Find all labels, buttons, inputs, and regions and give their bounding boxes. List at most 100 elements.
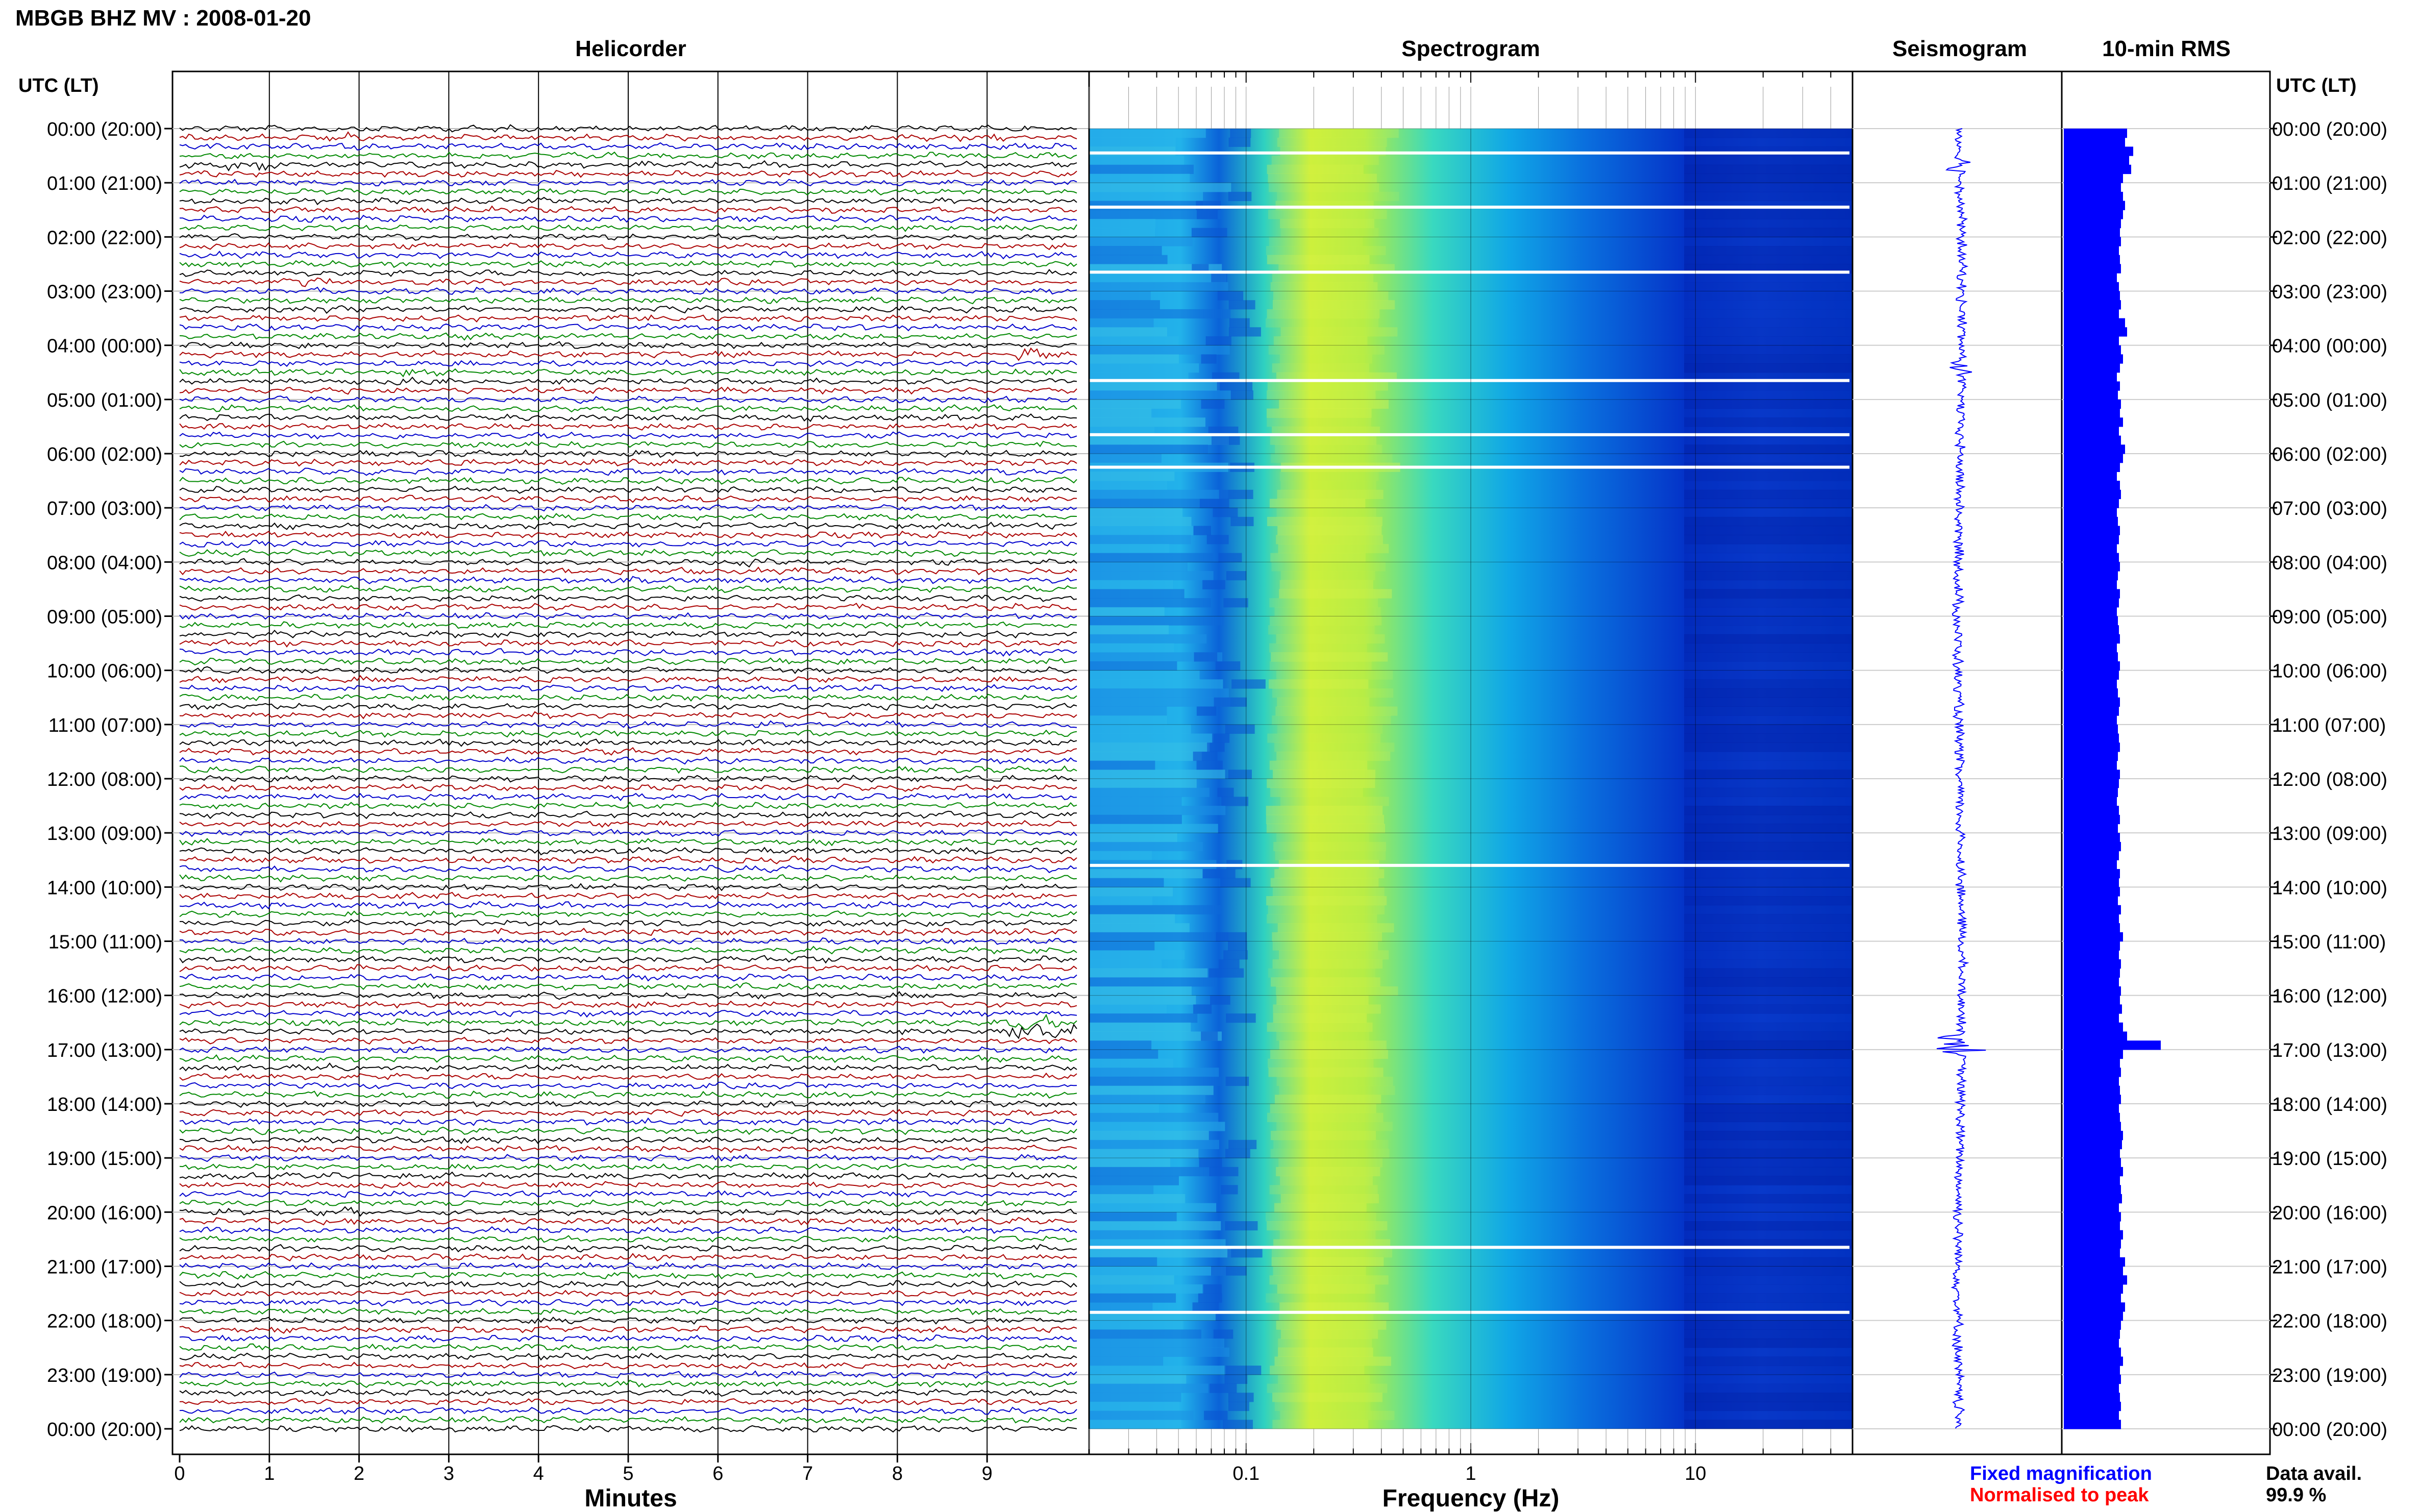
helicorder-trace [179,828,1077,837]
rms-bar [2064,968,2120,978]
helicorder-trace [179,242,1077,251]
spectrogram-row-midband [1267,914,1377,924]
spectrogram-row-midband [1270,1366,1365,1375]
helicorder-trace [179,666,1077,675]
minute-tick-label: 3 [443,1463,454,1484]
spectrogram-row-highband [1684,273,1853,283]
seismogram-panel [1852,70,2063,1455]
rms-bar [2064,733,2119,743]
spectrogram-row-midband [1276,535,1383,544]
spectrogram-row-highband [1684,282,1853,291]
spectrogram-row-midband [1267,1112,1384,1122]
spectrogram-row-lowband [1089,598,1212,608]
rms-bar [2064,264,2121,274]
rms-bar [2064,562,2120,572]
spectrogram-row-band [1230,516,1254,527]
spectrogram-row-highband [1684,201,1853,210]
helicorder-trace [179,368,1077,378]
spectrogram-row-lowband [1089,1393,1181,1402]
spectrogram-row-lowband [1089,760,1155,770]
helicorder-trace [179,648,1077,657]
helicorder-trace [179,738,1077,747]
time-label-right: 12:00 (08:00) [2272,769,2387,790]
spectrogram-row-highband [1684,869,1853,879]
spectrogram-row-lowband [1089,1293,1176,1303]
spectrogram-row-lowband [1089,1212,1177,1222]
spectrogram-row-lowband [1089,932,1228,941]
rms-bar [2064,896,2118,906]
spectrogram-row-band [1202,580,1225,589]
rms-bar [2064,797,2117,806]
spectrogram-row-lowband [1089,742,1210,752]
spectrogram-row-band [1225,1076,1249,1086]
time-label-right: 00:00 (20:00) [2272,1419,2387,1441]
spectrogram-row-lowband [1089,137,1176,147]
helicorder-trace [179,820,1077,828]
helicorder-trace [179,1081,1077,1089]
helicorder-trace [179,1325,1077,1334]
rms-bar [2064,1401,2121,1411]
spectrogram-row-lowband [1089,354,1179,364]
spectrogram-row-band [1217,381,1253,391]
helicorder-trace [179,1023,1077,1039]
helicorder-trace [179,1126,1077,1135]
helicorder-trace [179,693,1077,702]
helicorder-trace [179,585,1077,593]
rms-bar [2064,309,2119,319]
helicorder-trace [179,594,1077,602]
spectrogram-row-highband [1684,941,1853,951]
rms-bar [2064,643,2117,653]
spectrogram-row-band [1196,760,1223,770]
time-label-left: 00:00 (20:00) [47,119,162,140]
spectrogram-row-highband [1684,580,1853,589]
spectrogram-row-highband [1684,878,1853,887]
rms-bar [2064,291,2120,301]
spectrogram-row-lowband [1089,327,1167,337]
time-label-right: 20:00 (16:00) [2272,1202,2387,1224]
rms-bar [2064,1275,2127,1285]
spectrogram-row-midband [1276,508,1376,517]
spectrogram-row-highband [1684,1266,1853,1276]
time-label-left: 00:00 (20:00) [47,1419,162,1441]
spectrogram-row-highband [1684,1176,1853,1185]
spectrogram-row-lowband [1089,1383,1208,1393]
spectrogram-row-midband [1269,1185,1378,1195]
spectrogram-row-midband [1268,905,1385,914]
spectrogram-row-midband [1271,1248,1392,1258]
spectrogram-row-midband [1270,1049,1388,1059]
spectrogram-row-midband [1266,814,1384,824]
spectrogram-row-lowband [1089,417,1205,427]
spectrogram-row-band [1201,1031,1218,1041]
spectrogram-row-midband [1271,652,1388,662]
spectrogram-row-band [1228,770,1252,779]
spectrogram-row-highband [1684,218,1853,229]
rms-bar [2064,173,2123,183]
frequency-tick-label: 0.1 [1232,1463,1260,1484]
spectrogram-row-lowband [1089,1420,1181,1429]
time-label-left: 03:00 (23:00) [47,282,162,303]
rms-bar [2064,995,2120,1005]
spectrogram-row-lowband [1089,246,1162,256]
spectrogram-row-highband [1684,1139,1853,1149]
spectrogram-row-midband [1271,562,1386,572]
spectrogram-row-highband [1684,228,1853,237]
spectrogram-row-midband [1274,607,1381,616]
helicorder-trace [179,657,1077,666]
spectrogram-row-band [1228,1393,1254,1402]
spectrogram-row-midband [1280,1194,1379,1204]
spectrogram-row-lowband [1089,751,1202,761]
spectrogram-row-lowband [1089,1347,1229,1357]
time-label-left: 01:00 (21:00) [47,173,162,194]
spectrogram-row-midband [1273,1139,1389,1149]
spectrogram-row-midband [1266,318,1379,328]
minute-tick-label: 1 [264,1463,275,1484]
rms-bar [2064,697,2120,707]
helicorder-trace [179,928,1077,936]
spectrogram-row-lowband [1089,1131,1209,1141]
rms-bar [2064,1302,2125,1312]
spectrogram-row-midband [1270,1104,1376,1113]
rms-bar [2064,164,2131,175]
spectrogram-row-highband [1684,634,1853,644]
spectrogram-row-highband [1684,1049,1853,1059]
time-label-left: 05:00 (01:00) [47,390,162,411]
